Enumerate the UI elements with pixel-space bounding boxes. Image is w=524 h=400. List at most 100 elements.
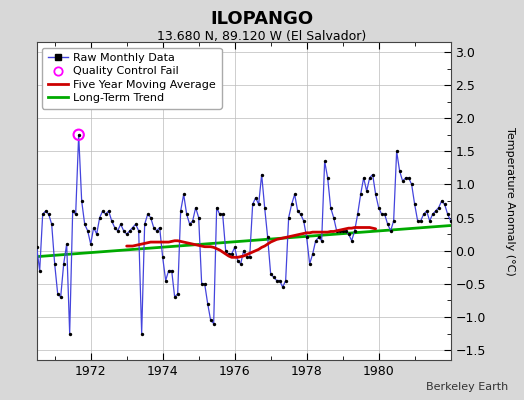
Point	[206, 317, 215, 324]
Point	[62, 241, 71, 247]
Point	[69, 208, 77, 214]
Point	[401, 175, 410, 181]
Point	[419, 211, 428, 218]
Point	[462, 221, 470, 227]
Point	[368, 171, 377, 178]
Point	[417, 218, 425, 224]
Y-axis label: Temperature Anomaly (°C): Temperature Anomaly (°C)	[506, 127, 516, 275]
Point	[137, 330, 146, 337]
Point	[203, 300, 212, 307]
Point	[422, 208, 431, 214]
Point	[86, 241, 95, 247]
Point	[236, 261, 245, 267]
Point	[194, 214, 203, 221]
Point	[227, 251, 236, 257]
Point	[264, 234, 272, 241]
Point	[398, 178, 407, 184]
Point	[132, 221, 140, 227]
Point	[380, 211, 389, 218]
Point	[119, 228, 128, 234]
Point	[239, 248, 248, 254]
Point	[323, 175, 332, 181]
Point	[123, 231, 131, 237]
Point	[441, 201, 449, 208]
Point	[182, 211, 191, 218]
Point	[384, 221, 392, 227]
Point	[102, 211, 110, 218]
Point	[243, 254, 251, 260]
Point	[299, 218, 308, 224]
Point	[311, 238, 320, 244]
Point	[165, 267, 173, 274]
Point	[276, 277, 284, 284]
Point	[438, 198, 446, 204]
Point	[330, 214, 338, 221]
Point	[455, 214, 464, 221]
Point	[335, 228, 344, 234]
Point	[332, 228, 341, 234]
Point	[168, 267, 176, 274]
Point	[365, 175, 374, 181]
Point	[392, 148, 401, 154]
Point	[344, 231, 353, 237]
Point	[198, 281, 206, 287]
Point	[318, 238, 326, 244]
Point	[38, 211, 47, 218]
Point	[111, 224, 119, 231]
Point	[128, 224, 137, 231]
Point	[387, 228, 395, 234]
Point	[452, 221, 461, 227]
Point	[95, 214, 104, 221]
Point	[135, 228, 143, 234]
Point	[458, 224, 467, 231]
Point	[215, 211, 224, 218]
Point	[152, 228, 161, 234]
Point	[425, 218, 434, 224]
Point	[147, 214, 155, 221]
Point	[41, 208, 50, 214]
Point	[255, 201, 263, 208]
Point	[144, 211, 152, 218]
Text: ILOPANGO: ILOPANGO	[211, 10, 313, 28]
Point	[356, 191, 365, 198]
Point	[99, 208, 107, 214]
Point	[245, 254, 254, 260]
Point	[443, 211, 452, 218]
Point	[281, 277, 290, 284]
Point	[210, 320, 218, 327]
Point	[201, 281, 209, 287]
Point	[351, 228, 359, 234]
Point	[234, 258, 242, 264]
Point	[278, 284, 287, 290]
Point	[354, 211, 362, 218]
Point	[222, 248, 230, 254]
Point	[434, 204, 443, 211]
Point	[104, 208, 113, 214]
Point	[116, 221, 125, 227]
Point	[191, 204, 200, 211]
Point	[410, 201, 419, 208]
Point	[272, 277, 281, 284]
Point	[173, 290, 182, 297]
Point	[297, 211, 305, 218]
Point	[189, 218, 197, 224]
Point	[302, 234, 311, 241]
Point	[375, 204, 383, 211]
Point	[293, 208, 302, 214]
Point	[156, 224, 164, 231]
Point	[57, 294, 65, 300]
Point	[231, 244, 239, 250]
Point	[408, 181, 416, 188]
Point	[405, 175, 413, 181]
Point	[74, 132, 83, 138]
Point	[50, 261, 59, 267]
Point	[53, 290, 62, 297]
Point	[377, 211, 386, 218]
Point	[339, 228, 347, 234]
Point	[431, 208, 440, 214]
Point	[389, 218, 398, 224]
Point	[257, 171, 266, 178]
Point	[321, 158, 329, 164]
Point	[185, 221, 194, 227]
Point	[48, 221, 56, 227]
